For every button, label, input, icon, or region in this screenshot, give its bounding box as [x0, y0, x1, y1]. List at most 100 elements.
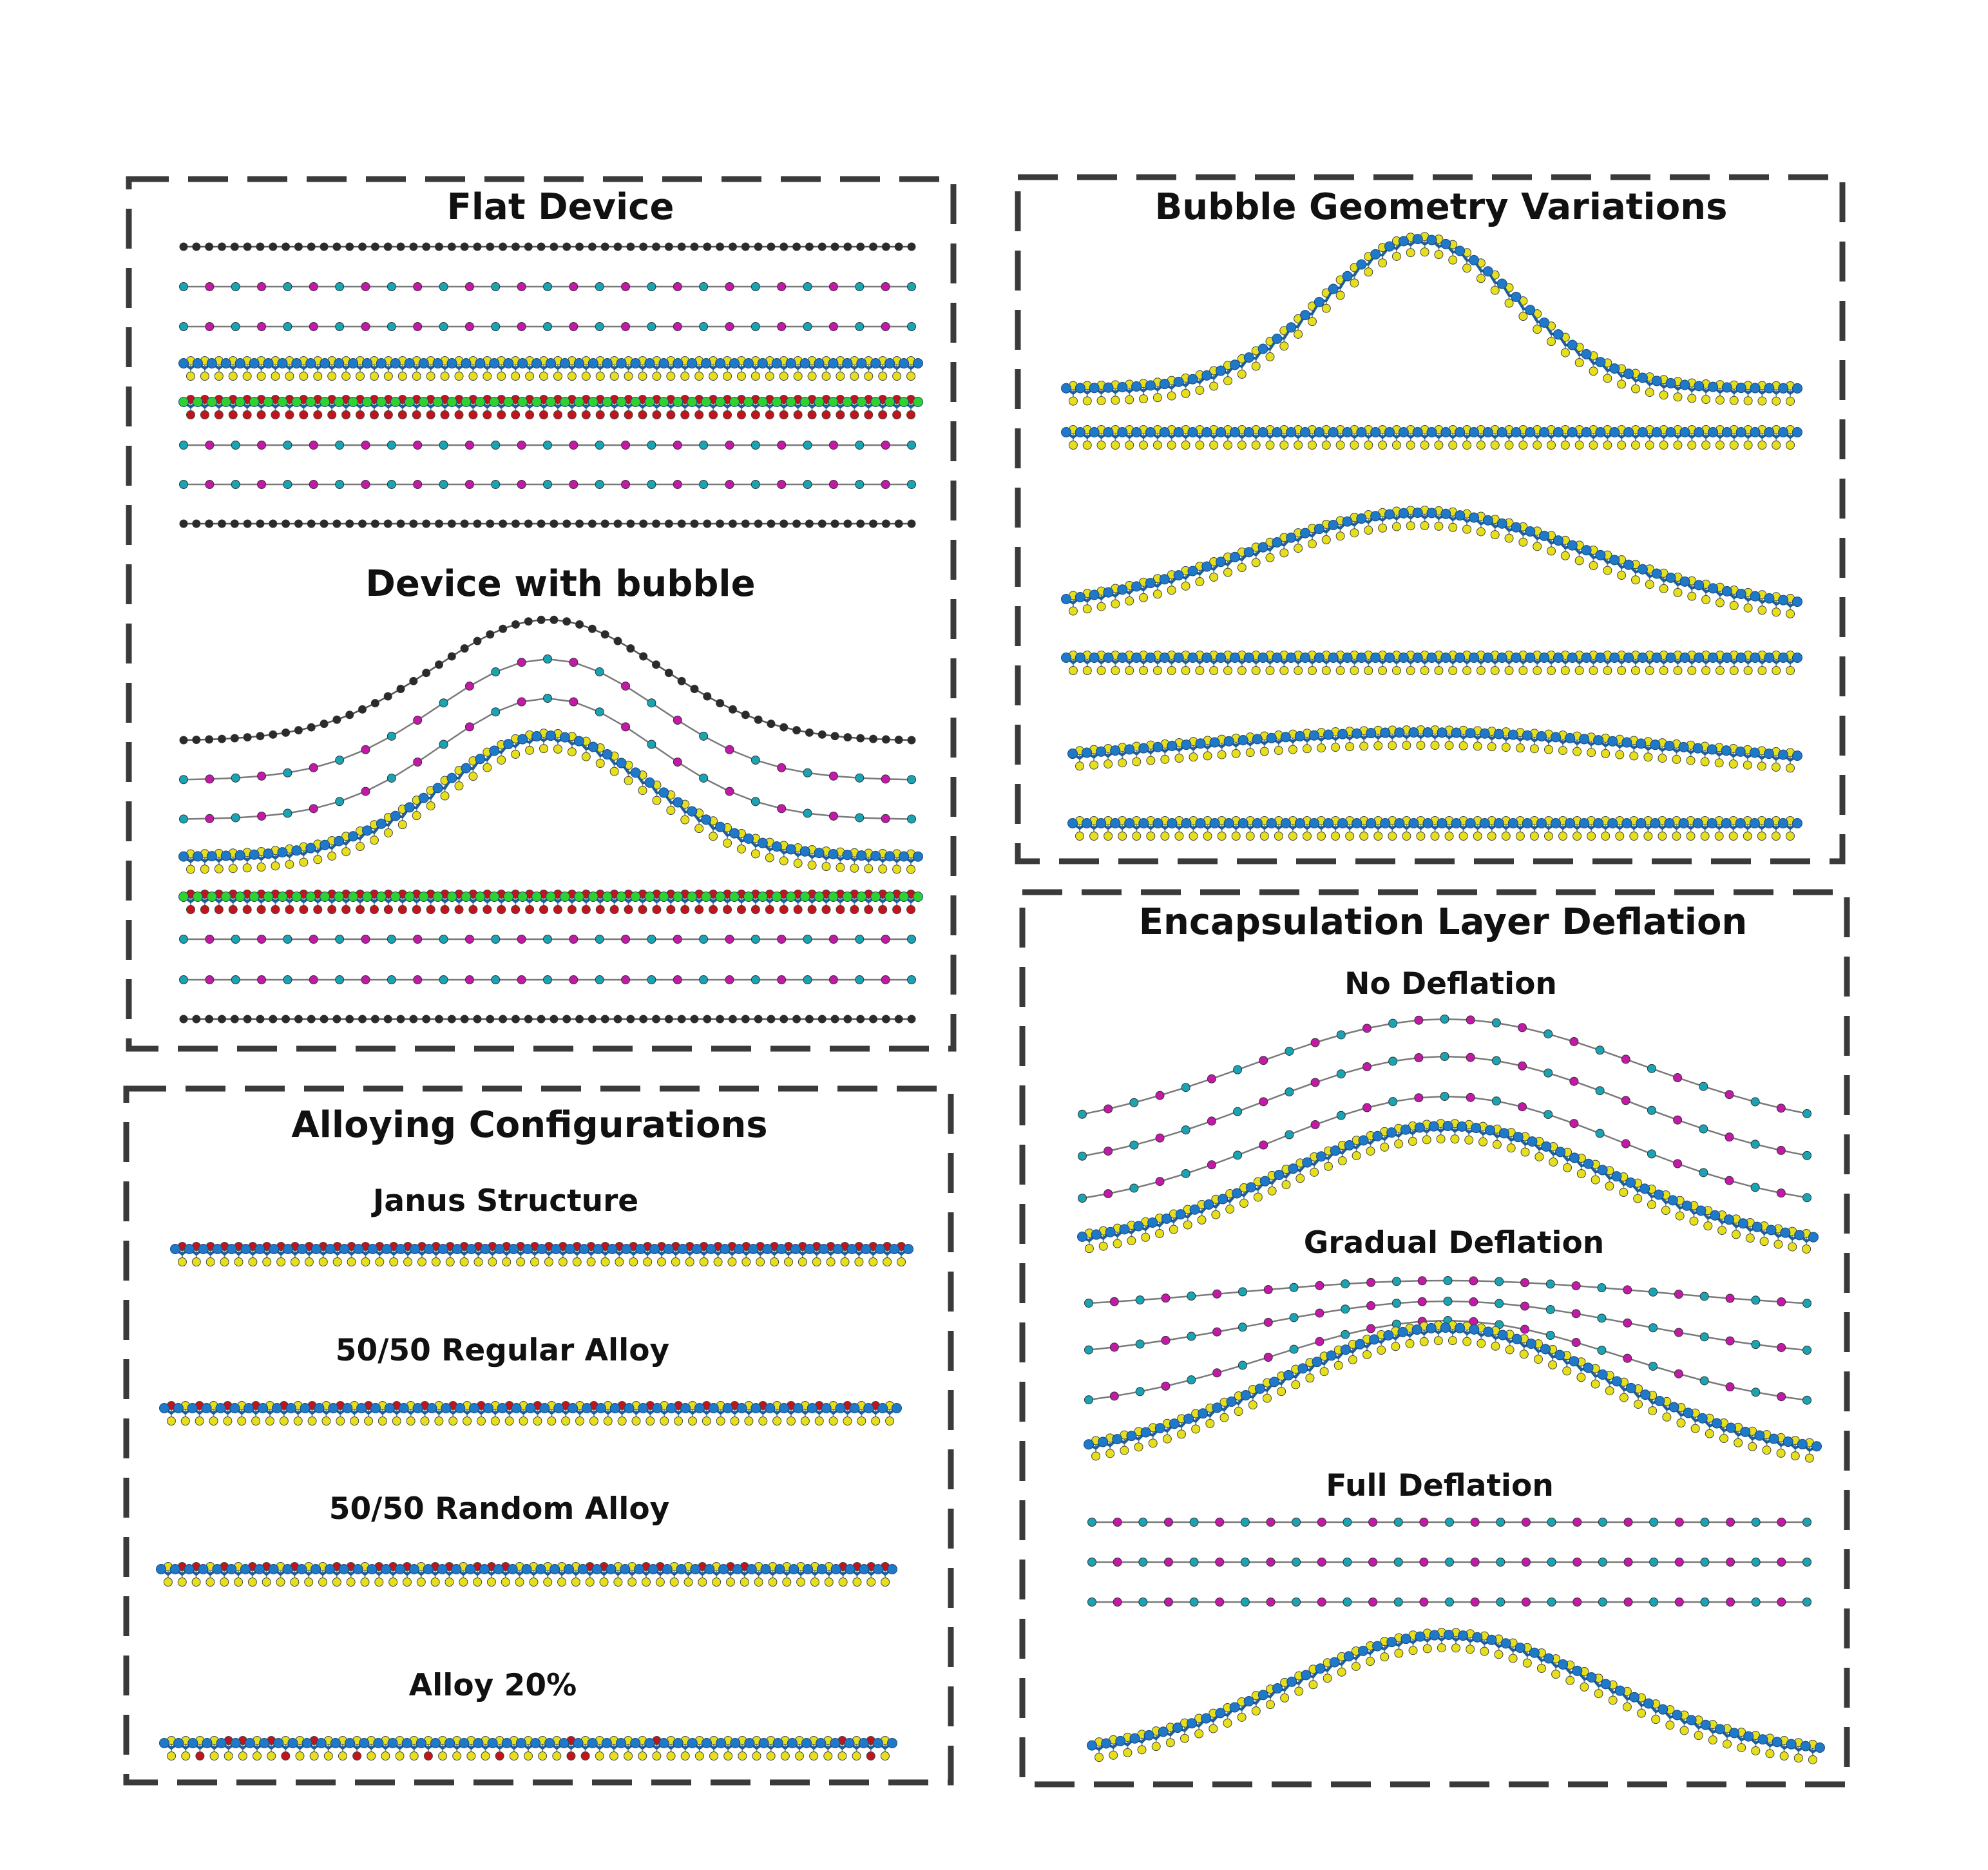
- metal-atom: [1457, 1121, 1467, 1132]
- carbon-atom: [856, 1015, 865, 1024]
- metal-atom: [1394, 818, 1405, 828]
- metal-atom: [320, 839, 330, 850]
- boron-atom: [1259, 1097, 1268, 1107]
- carbon-atom: [179, 242, 188, 251]
- metal-atom: [1181, 818, 1192, 828]
- sulfur-atom: [1402, 832, 1411, 841]
- carbon-atom: [537, 1015, 546, 1024]
- carbon-atom: [703, 519, 712, 528]
- metal-atom: [220, 358, 231, 368]
- metal-atom: [729, 358, 740, 368]
- sulfur-atom: [1111, 441, 1120, 450]
- metal-atom: [398, 1403, 409, 1413]
- sulfur-atom: [1549, 1157, 1558, 1167]
- carbon-atom: [447, 652, 456, 661]
- carbon-atom: [358, 519, 367, 528]
- sulfur-atom: [1248, 1400, 1257, 1409]
- carbon-atom: [894, 1015, 903, 1024]
- sulfur-atom: [1659, 441, 1668, 450]
- sulfur-atom: [1084, 1244, 1094, 1254]
- carbon-atom: [550, 1015, 559, 1024]
- nitrogen-atom: [335, 441, 345, 450]
- boron-atom: [464, 722, 474, 732]
- selenium-atom: [566, 1751, 576, 1760]
- metal-atom: [762, 1244, 773, 1254]
- metal-atom: [704, 1564, 715, 1574]
- boron-atom: [1104, 1189, 1113, 1199]
- sulfur-atom: [1237, 666, 1247, 675]
- metal-atom: [1117, 382, 1128, 393]
- boron-atom: [1263, 1284, 1273, 1294]
- selenium-atom: [864, 905, 874, 914]
- metal-atom: [1342, 516, 1353, 527]
- metal-atom: [715, 892, 726, 902]
- boron-atom: [569, 322, 578, 331]
- metal-atom: [1522, 730, 1533, 741]
- metal-atom: [913, 397, 923, 407]
- metal-atom: [503, 739, 514, 750]
- metal-atom: [828, 848, 839, 859]
- sulfur-atom: [167, 1751, 177, 1760]
- metal-atom: [1442, 1121, 1453, 1132]
- selenium-atom: [483, 410, 492, 419]
- carbon-atom: [639, 652, 648, 661]
- sulfur-atom: [798, 1257, 807, 1266]
- sulfur-atom: [1788, 1242, 1797, 1252]
- sulfur-atom: [1676, 1418, 1686, 1428]
- sulfur-atom: [1729, 396, 1739, 405]
- sulfur-atom: [440, 372, 450, 381]
- sulfur-atom: [1436, 1134, 1446, 1144]
- metal-atom: [437, 1564, 448, 1574]
- sulfur-atom: [488, 1257, 497, 1266]
- sulfur-atom: [1146, 756, 1156, 765]
- sulfur-atom: [420, 1417, 430, 1426]
- sulfur-atom: [341, 847, 351, 857]
- metal-atom: [1082, 818, 1093, 828]
- nitrogen-atom: [1595, 1129, 1605, 1138]
- bubble-hbn-4: [179, 975, 916, 984]
- panel-border-deflation: [1019, 889, 1850, 1788]
- sulfur-atom: [1162, 1434, 1172, 1444]
- metal-atom: [870, 358, 881, 368]
- selenium-atom: [850, 905, 859, 914]
- nitrogen-atom: [283, 441, 292, 450]
- boron-atom: [464, 322, 474, 331]
- sulfur-atom: [347, 1257, 356, 1266]
- metal-atom: [1511, 427, 1522, 437]
- metal-atom: [884, 397, 895, 407]
- sulfur-atom: [444, 1578, 454, 1587]
- sulfur-atom: [1125, 596, 1134, 606]
- metal-atom: [856, 358, 867, 368]
- metal-atoms: [1061, 508, 1802, 607]
- nitrogen-atom: [231, 813, 240, 823]
- sulfur-atom: [756, 1257, 765, 1266]
- sulfur-atom: [1307, 317, 1317, 327]
- metal-atom: [1735, 427, 1746, 437]
- metal-atom: [1414, 1122, 1425, 1133]
- selenium-atom: [256, 410, 266, 419]
- metal-atom: [254, 1564, 265, 1574]
- selenium-atom: [440, 905, 450, 914]
- sulfur-atom: [1434, 521, 1444, 531]
- sulfur-atom: [1645, 441, 1654, 450]
- metal-atom: [1167, 740, 1178, 751]
- sulfur-atom: [1408, 1136, 1417, 1146]
- sulfur-atom: [800, 1417, 810, 1426]
- nitrogen-atom: [1181, 1125, 1190, 1135]
- nitrogen-atom: [1440, 1052, 1449, 1062]
- nitrogen-atom: [1336, 1030, 1346, 1040]
- metal-atom: [373, 1738, 384, 1748]
- boron-atom: [1572, 1558, 1582, 1567]
- sulfur-atom: [285, 859, 294, 869]
- sulfur-atom: [1391, 441, 1401, 450]
- sulfur-atom: [1630, 666, 1640, 675]
- boron-atom: [1518, 1023, 1527, 1033]
- sulfur-atom: [388, 1578, 398, 1587]
- sulfur-atom: [265, 1417, 274, 1426]
- metal-atom: [170, 1244, 180, 1254]
- sulfur-atom: [205, 1578, 215, 1587]
- metal-atom: [489, 358, 500, 368]
- boron-atom: [1104, 1104, 1113, 1114]
- selenium-atom: [256, 905, 266, 914]
- sulfur-atom: [1245, 832, 1255, 841]
